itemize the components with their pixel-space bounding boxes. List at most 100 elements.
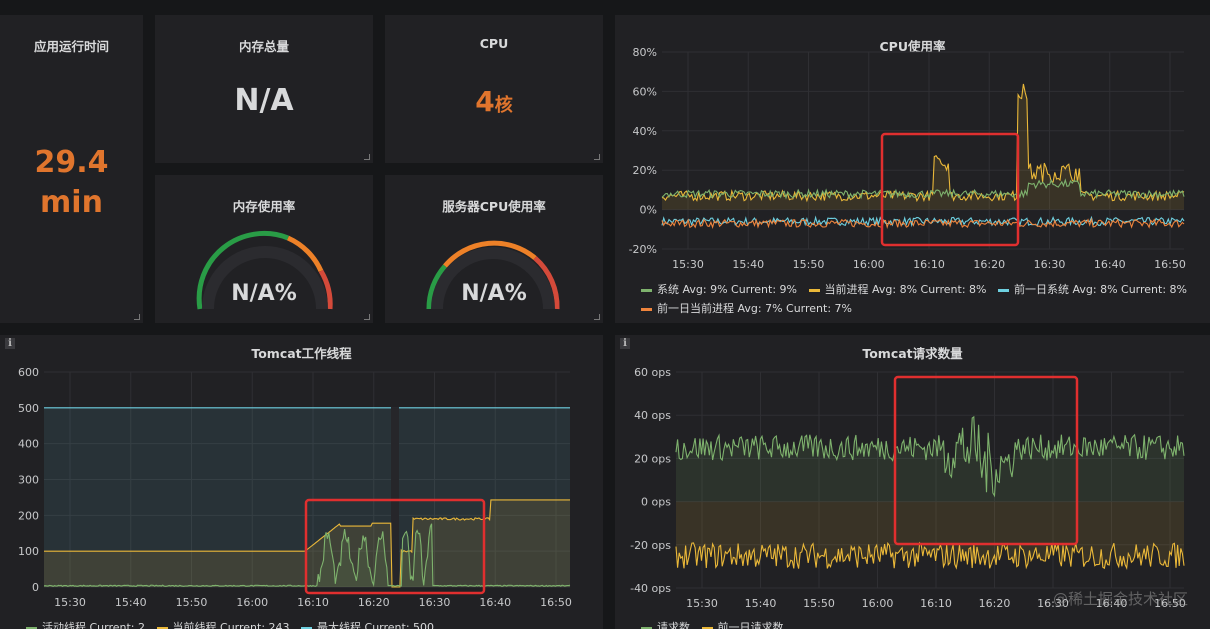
gauge-arc-red	[533, 256, 560, 310]
y-tick-label: 0%	[640, 204, 657, 217]
series-current-area	[44, 499, 570, 587]
tomcat-requests-legend: 请求数 前一日请求数	[641, 619, 792, 629]
x-tick-label: 15:50	[793, 258, 825, 271]
y-tick-label: 20 ops	[634, 452, 671, 465]
gauge-arc-orange	[443, 240, 537, 268]
legend-item-prev-requests[interactable]: 前一日请求数	[701, 619, 784, 629]
x-tick-label: 16:40	[479, 596, 511, 609]
x-tick-label: 16:20	[979, 597, 1011, 610]
uptime-value: 29.4 min	[34, 145, 109, 220]
y-tick-label: 100	[18, 545, 39, 558]
y-tick-label: -40 ops	[630, 582, 671, 595]
resize-handle-icon[interactable]	[364, 314, 370, 320]
panel-title: Tomcat工作线程	[251, 346, 352, 361]
series-requests-area	[676, 416, 1184, 502]
panel-tomcat-threads: i Tomcat工作线程 600 500 400 300 200 100 0 15:30 15:…	[0, 335, 603, 629]
cpu-value: 4核	[475, 85, 513, 118]
y-tick-label: 300	[18, 474, 39, 487]
x-tick-label: 16:20	[973, 258, 1005, 271]
gauge-arc-green	[426, 264, 447, 310]
panel-title: CPU	[479, 36, 509, 51]
panel-uptime: 应用运行时间 29.4 min	[0, 15, 143, 323]
x-tick-label: 16:30	[419, 596, 451, 609]
legend-item-process[interactable]: 当前进程 Avg: 8% Current: 8%	[808, 280, 987, 299]
y-tick-label: 40 ops	[634, 409, 671, 422]
x-tick-label: 16:00	[236, 596, 268, 609]
y-tick-label: 200	[18, 509, 39, 522]
resize-handle-icon[interactable]	[594, 154, 600, 160]
panel-server-cpu: 服务器CPU使用率 N/A%	[385, 175, 603, 323]
y-tick-label: 0 ops	[641, 496, 671, 509]
highlight-box	[304, 498, 486, 595]
legend-item-prev-system[interactable]: 前一日系统 Avg: 8% Current: 8%	[998, 280, 1187, 299]
panel-cpu-rate: CPU使用率 80% 60% 40% 20% 0% -20% 15:30 15:40 15:50…	[615, 15, 1210, 323]
y-tick-label: 20%	[633, 164, 657, 177]
legend-item-active[interactable]: 活动线程 Current: 2	[26, 619, 145, 629]
x-tick-label: 16:50	[1154, 258, 1186, 271]
y-tick-label: 0	[32, 581, 39, 594]
x-tick-label: 15:30	[672, 258, 704, 271]
x-tick-label: 15:40	[732, 258, 764, 271]
panel-title: 服务器CPU使用率	[442, 199, 546, 214]
mem-usage-value: N/A%	[231, 281, 297, 306]
x-tick-label: 15:30	[686, 597, 718, 610]
cpu-rate-legend: 系统 Avg: 9% Current: 9% 当前进程 Avg: 8% Curr…	[641, 280, 1206, 318]
x-tick-label: 16:50	[540, 596, 572, 609]
series-prev-process	[661, 217, 1185, 230]
gauge-arc-green	[196, 230, 289, 310]
server-cpu-gauge	[426, 240, 560, 310]
tomcat-threads-chart: 600 500 400 300 200 100 0 15:30 15:40 15:50 16:00 1…	[18, 366, 572, 609]
panel-title: Tomcat请求数量	[862, 346, 963, 361]
legend-item-max[interactable]: 最大线程 Current: 500	[301, 619, 434, 629]
x-tick-label: 16:00	[862, 597, 894, 610]
x-tick-label: 16:10	[297, 596, 329, 609]
x-tick-label: 16:10	[920, 597, 952, 610]
panel-title: 内存使用率	[232, 199, 296, 214]
panel-cpu: CPU 4核	[385, 15, 603, 163]
x-tick-label: 15:40	[115, 596, 147, 609]
info-icon[interactable]: i	[5, 338, 15, 349]
cpu-rate-chart: 80% 60% 40% 20% 0% -20% 15:30 15:40 15:50 16:00 16…	[629, 46, 1186, 271]
x-tick-label: 16:30	[1037, 597, 1069, 610]
gauge-arc-orange	[286, 235, 324, 273]
panel-title: CPU使用率	[879, 39, 946, 54]
panel-tomcat-requests: i Tomcat请求数量 60 ops 40 ops 20 ops 0 ops -20 …	[615, 335, 1210, 629]
legend-item-current[interactable]: 当前线程 Current: 243	[156, 619, 290, 629]
info-icon[interactable]: i	[620, 338, 630, 349]
mem-total-value: N/A	[234, 83, 294, 118]
resize-handle-icon[interactable]	[364, 154, 370, 160]
watermark: @稀土掘金技术社区	[1052, 590, 1188, 608]
highlight-box	[880, 132, 1020, 247]
resize-handle-icon[interactable]	[594, 314, 600, 320]
x-tick-label: 16:30	[1034, 258, 1066, 271]
y-tick-label: 500	[18, 402, 39, 415]
resize-handle-icon[interactable]	[134, 314, 140, 320]
x-tick-label: 16:40	[1094, 258, 1126, 271]
x-tick-label: 16:10	[913, 258, 945, 271]
legend-item-prev-process[interactable]: 前一日当前进程 Avg: 7% Current: 7%	[641, 299, 852, 318]
tomcat-threads-legend: 活动线程 Current: 2 当前线程 Current: 243 最大线程 C…	[26, 619, 442, 629]
gauge-track	[431, 247, 555, 310]
x-tick-label: 15:30	[54, 596, 86, 609]
legend-item-requests[interactable]: 请求数	[641, 619, 690, 629]
y-tick-label: -20%	[629, 243, 657, 256]
x-tick-label: 16:50	[1154, 597, 1186, 610]
y-tick-label: 400	[18, 438, 39, 451]
highlight-box	[893, 375, 1079, 546]
data-gap	[391, 407, 399, 587]
series-prev-requests-area	[676, 501, 1184, 569]
gauge-arc-red	[318, 269, 333, 310]
server-cpu-value: N/A%	[461, 281, 527, 306]
y-tick-label: 40%	[633, 125, 657, 138]
panel-title: 内存总量	[238, 39, 289, 54]
series-requests	[675, 415, 1185, 498]
y-tick-label: 60%	[633, 85, 657, 98]
x-tick-label: 15:50	[803, 597, 835, 610]
x-tick-label: 16:20	[358, 596, 390, 609]
legend-item-system[interactable]: 系统 Avg: 9% Current: 9%	[641, 280, 797, 299]
tomcat-requests-chart: 60 ops 40 ops 20 ops 0 ops -20 ops -40 ops 15:…	[630, 366, 1186, 610]
series-prev-requests	[675, 541, 1185, 570]
y-tick-label: -20 ops	[630, 539, 671, 552]
gauge-track	[202, 246, 328, 310]
panel-title: 应用运行时间	[33, 39, 109, 54]
